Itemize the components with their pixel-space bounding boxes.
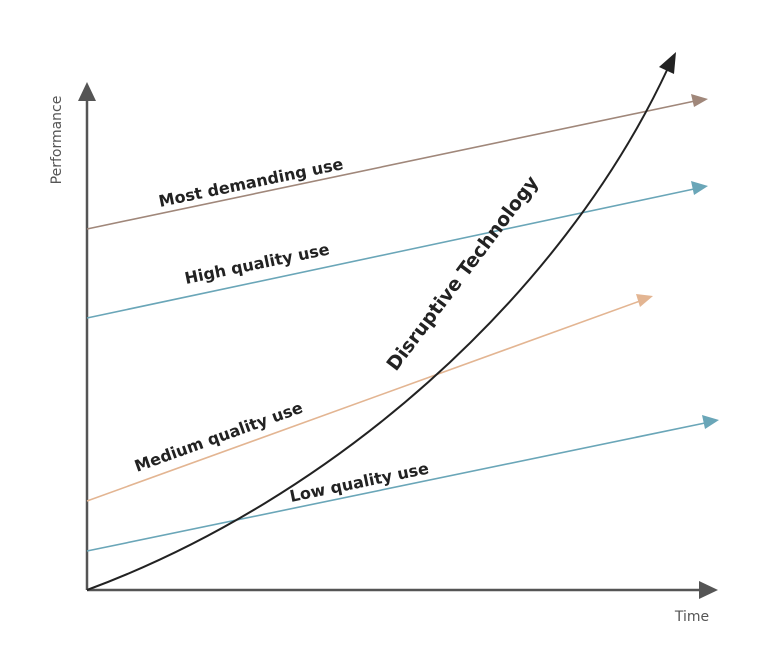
y-axis-arrowhead xyxy=(78,82,96,101)
most-demanding-use-label: Most demanding use xyxy=(157,154,345,211)
x-axis-arrowhead xyxy=(699,581,718,599)
x-axis-title: Time xyxy=(674,609,709,625)
x-axis xyxy=(87,581,718,599)
low-quality-use-line xyxy=(86,415,719,552)
low-quality-use-label: Low quality use xyxy=(288,459,431,506)
medium-quality-use-line xyxy=(86,294,653,502)
high-quality-use-line xyxy=(86,181,708,319)
y-axis-title: Performance xyxy=(49,96,65,185)
disruptive-technology-arrowhead xyxy=(659,52,676,74)
high-quality-use-label: High quality use xyxy=(183,239,331,288)
medium-quality-use-label: Medium quality use xyxy=(132,398,305,476)
y-axis xyxy=(78,82,96,590)
disruptive-technology-curve xyxy=(86,52,676,591)
most-demanding-use-line xyxy=(86,94,708,230)
